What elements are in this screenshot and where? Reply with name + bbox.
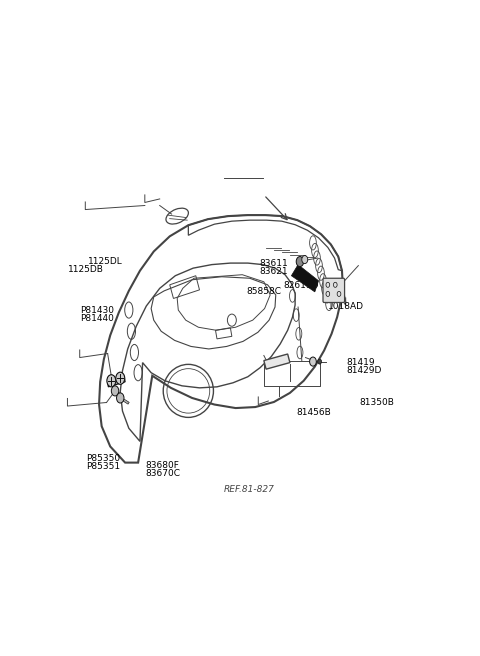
Circle shape — [111, 386, 119, 396]
Text: 81350B: 81350B — [360, 398, 395, 407]
Circle shape — [107, 375, 116, 387]
Circle shape — [117, 393, 124, 403]
Text: 1125DB: 1125DB — [68, 264, 104, 274]
Text: 81456B: 81456B — [296, 408, 331, 417]
Text: 1018AD: 1018AD — [328, 302, 364, 311]
Text: 83670C: 83670C — [145, 468, 180, 478]
Polygon shape — [264, 354, 290, 369]
FancyBboxPatch shape — [323, 278, 345, 302]
Circle shape — [116, 372, 125, 384]
Circle shape — [310, 357, 316, 366]
Text: 1125DL: 1125DL — [88, 257, 123, 266]
Polygon shape — [108, 376, 125, 387]
Polygon shape — [291, 264, 319, 292]
Text: REF.81-827: REF.81-827 — [224, 485, 275, 495]
Circle shape — [318, 359, 322, 364]
Text: 81429D: 81429D — [347, 365, 382, 375]
Text: 82619D: 82619D — [283, 281, 319, 290]
Text: 81419: 81419 — [347, 358, 375, 367]
Text: P85350: P85350 — [86, 454, 120, 463]
Circle shape — [302, 255, 308, 264]
Text: P85351: P85351 — [86, 462, 120, 470]
Text: 83611: 83611 — [259, 259, 288, 268]
Circle shape — [296, 256, 304, 266]
Text: P81440: P81440 — [81, 314, 114, 323]
Text: 83680F: 83680F — [145, 461, 180, 470]
Text: 83621: 83621 — [259, 266, 288, 276]
Text: P81430: P81430 — [81, 306, 114, 315]
Text: 85858C: 85858C — [246, 287, 281, 296]
